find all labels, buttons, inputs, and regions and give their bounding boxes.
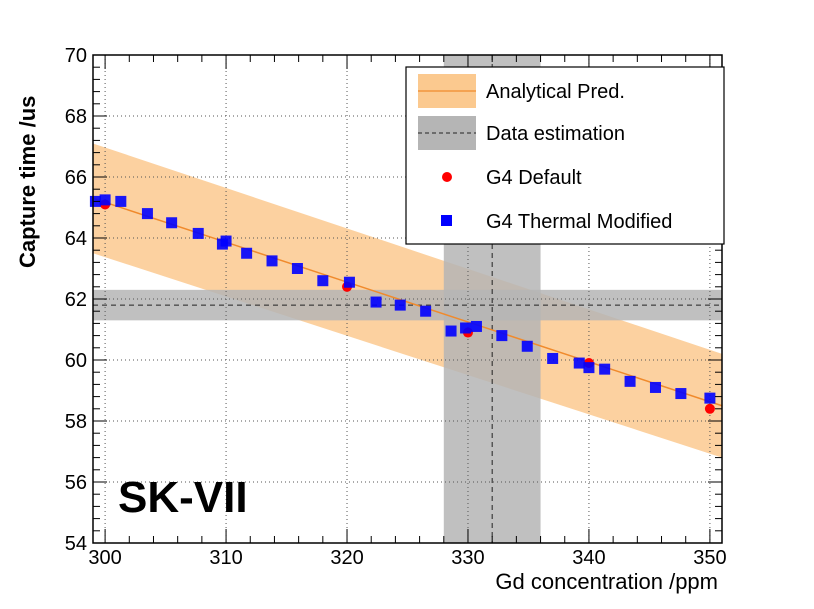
x-tick-label: 350 — [693, 547, 726, 569]
g4-thermal-point — [343, 276, 355, 288]
g4-thermal-point — [266, 255, 278, 267]
ticks-layer: 54 56 58 60 62 64 66 68 70 300 310 320 330 340 350 — [65, 45, 727, 569]
g4-thermal-point — [460, 322, 472, 334]
g4-thermal-point — [470, 320, 482, 332]
y-axis-title: Capture time /us — [15, 96, 40, 268]
legend: Analytical Pred. Data estimation G4 Defa… — [405, 66, 725, 245]
y-tick-label: 68 — [65, 106, 87, 128]
x-tick-label: 300 — [88, 547, 121, 569]
g4-thermal-point — [291, 263, 303, 274]
x-tick-label: 320 — [330, 547, 363, 569]
g4-thermal-point — [445, 325, 457, 337]
x-tick-label: 340 — [572, 547, 605, 569]
y-tick-label: 62 — [65, 289, 87, 311]
markers-layer — [89, 194, 716, 414]
y-tick-label: 70 — [65, 45, 87, 67]
g4-thermal-point — [141, 208, 153, 220]
g4-thermal-point — [220, 235, 232, 247]
x-tick-label: 330 — [451, 547, 484, 569]
y-tick-label: 54 — [65, 533, 87, 555]
g4-thermal-point — [521, 340, 533, 352]
g4-thermal-point — [649, 381, 661, 393]
g4-thermal-point — [241, 247, 253, 259]
g4-thermal-point — [624, 375, 636, 387]
g4-thermal-point — [496, 330, 508, 342]
y-tick-label: 56 — [65, 472, 87, 494]
legend-label-g4-thermal: G4 Thermal Modified — [486, 211, 672, 233]
g4-thermal-point — [420, 305, 432, 317]
y-tick-label: 64 — [65, 228, 87, 250]
g4-thermal-point — [394, 299, 406, 311]
g4-thermal-point — [115, 195, 127, 207]
g4-thermal-point — [370, 296, 382, 308]
legend-label-data-estimation: Data estimation — [486, 123, 625, 145]
legend-marker-g4-default — [442, 172, 452, 182]
sk-vii-label: SK-VII — [118, 473, 248, 522]
g4-thermal-point — [99, 194, 111, 206]
y-tick-label: 66 — [65, 167, 87, 189]
g4-thermal-point — [547, 352, 559, 364]
y-tick-label: 60 — [65, 350, 87, 372]
x-tick-label: 310 — [209, 547, 242, 569]
legend-marker-g4-thermal — [441, 215, 452, 226]
y-tick-label: 58 — [65, 411, 87, 433]
g4-thermal-point — [317, 275, 329, 287]
g4-default-point — [704, 403, 715, 414]
g4-thermal-point — [166, 217, 178, 229]
g4-thermal-point — [583, 362, 595, 374]
g4-thermal-point — [573, 357, 585, 369]
g4-thermal-point — [675, 388, 687, 400]
legend-label-g4-default: G4 Default — [486, 167, 582, 189]
g4-thermal-point — [192, 227, 204, 239]
legend-label-analytical: Analytical Pred. — [486, 81, 625, 103]
x-axis-title: Gd concentration /ppm — [495, 569, 718, 594]
g4-thermal-point — [599, 363, 611, 375]
g4-thermal-point — [704, 392, 716, 404]
